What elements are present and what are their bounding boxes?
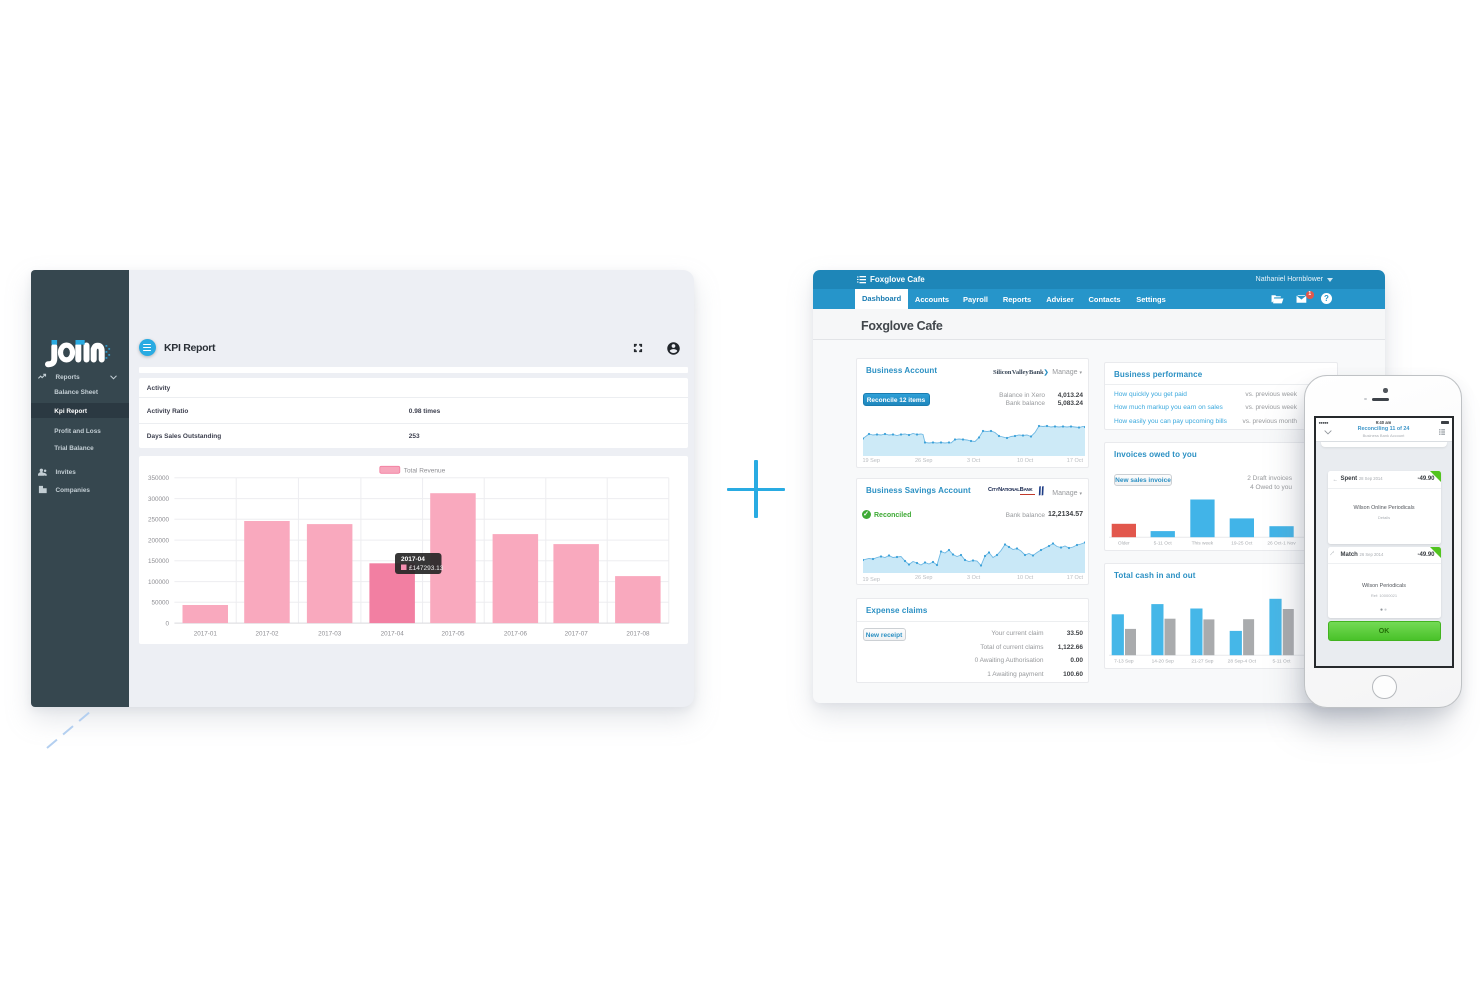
svg-text:2017-01: 2017-01 — [194, 631, 218, 638]
svg-text:2017-07: 2017-07 — [564, 631, 588, 638]
svg-text:200000: 200000 — [148, 538, 170, 545]
svg-text:14-20 Sep: 14-20 Sep — [1152, 658, 1174, 664]
svg-text:250000: 250000 — [148, 517, 170, 524]
svg-text:19-25 Oct: 19-25 Oct — [1231, 541, 1253, 547]
svg-text:Total Revenue: Total Revenue — [403, 468, 445, 475]
svg-text:2017-04: 2017-04 — [380, 631, 404, 638]
svg-text:2017-06: 2017-06 — [504, 631, 528, 638]
svg-text:0: 0 — [165, 621, 169, 628]
svg-text:5-11 Oct: 5-11 Oct — [1154, 541, 1173, 547]
svg-text:21-27 Sep: 21-27 Sep — [1191, 658, 1213, 664]
svg-text:50000: 50000 — [151, 600, 169, 607]
svg-text:2017-03: 2017-03 — [318, 631, 342, 638]
svg-text:350000: 350000 — [148, 475, 170, 482]
svg-text:28 Sep-4 Oct: 28 Sep-4 Oct — [1228, 658, 1257, 664]
svg-text:2017-04: 2017-04 — [401, 556, 425, 563]
svg-text:This week: This week — [1192, 541, 1214, 547]
svg-text:300000: 300000 — [148, 496, 170, 503]
svg-text:Older: Older — [1118, 541, 1130, 547]
svg-text:7-13 Sep: 7-13 Sep — [1114, 658, 1134, 664]
svg-text:2017-08: 2017-08 — [626, 631, 650, 638]
svg-text:26 Oct-1 Nov: 26 Oct-1 Nov — [1267, 541, 1296, 547]
svg-text:£147293.13: £147293.13 — [409, 565, 444, 572]
svg-text:5-11 Oct: 5-11 Oct — [1272, 658, 1291, 664]
svg-text:100000: 100000 — [148, 579, 170, 586]
svg-text:2017-02: 2017-02 — [255, 631, 279, 638]
svg-text:2017-05: 2017-05 — [441, 631, 465, 638]
svg-text:150000: 150000 — [148, 558, 170, 565]
